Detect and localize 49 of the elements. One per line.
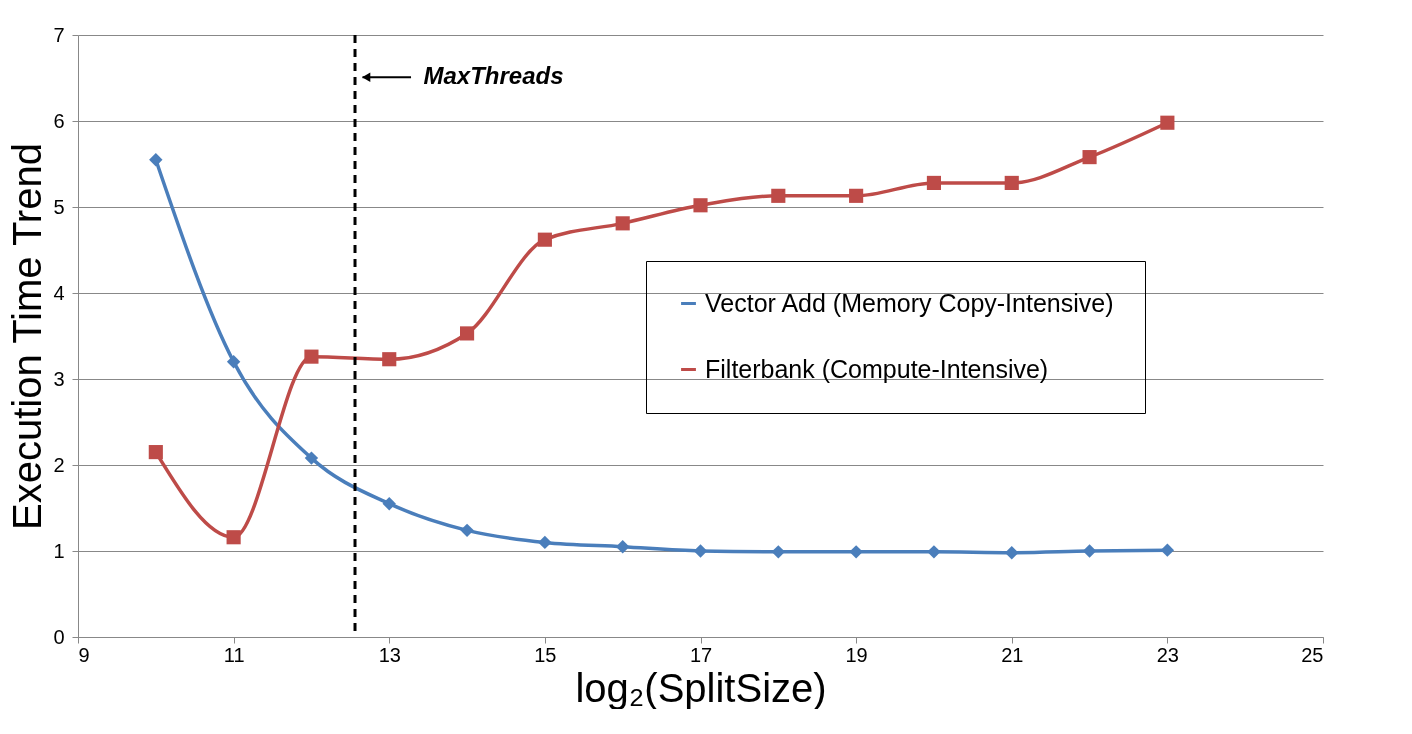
- y-axis-title: Execution Time Trend: [5, 143, 50, 530]
- y-tick-label: 3: [53, 367, 65, 390]
- point: [771, 545, 786, 559]
- point: [537, 232, 552, 247]
- x-tick-label: 21: [1001, 643, 1024, 666]
- point: [459, 326, 475, 341]
- point: [693, 544, 708, 558]
- point: [304, 451, 319, 465]
- point: [382, 352, 397, 367]
- point: [1005, 546, 1019, 560]
- legend-label: Vector Add (Memory Copy-Intensive): [705, 288, 1114, 317]
- point: [615, 539, 630, 554]
- x-tick-label: 9: [78, 643, 90, 666]
- point: [149, 152, 163, 167]
- point: [382, 496, 396, 511]
- x-tick-label: 19: [845, 643, 868, 666]
- point: [304, 349, 319, 364]
- point: [771, 188, 786, 203]
- y-tick-label: 0: [53, 625, 65, 648]
- point: [148, 445, 163, 460]
- x-tick-label: 17: [689, 643, 713, 666]
- y-tick-label: 2: [53, 453, 65, 476]
- point: [1004, 175, 1019, 190]
- point: [849, 188, 864, 203]
- point: [926, 175, 942, 190]
- point: [693, 198, 708, 213]
- point: [460, 523, 474, 538]
- x-tick-label: 11: [223, 643, 245, 666]
- point: [226, 355, 241, 369]
- y-tick-label: 1: [53, 539, 65, 562]
- point: [849, 545, 863, 559]
- y-tick-label: 7: [53, 23, 65, 46]
- ref-line-label: MaxThreads: [423, 62, 564, 90]
- x-tick-label: 13: [378, 643, 401, 666]
- y-tick-label: 4: [53, 281, 65, 304]
- y-tick-label: 5: [53, 195, 65, 218]
- point: [1082, 150, 1097, 165]
- x-tick-label: 23: [1156, 643, 1179, 666]
- point: [615, 216, 630, 231]
- legend-label: Filterbank (Compute-Intensive): [705, 354, 1049, 383]
- y-tick-label: 6: [53, 109, 65, 132]
- point: [1160, 115, 1175, 130]
- point: [1160, 543, 1175, 557]
- point: [538, 535, 552, 550]
- x-tick-label: 25: [1301, 643, 1324, 666]
- point: [1082, 544, 1097, 558]
- point: [927, 545, 941, 559]
- x-tick-label: 15: [534, 643, 557, 666]
- point: [226, 530, 241, 545]
